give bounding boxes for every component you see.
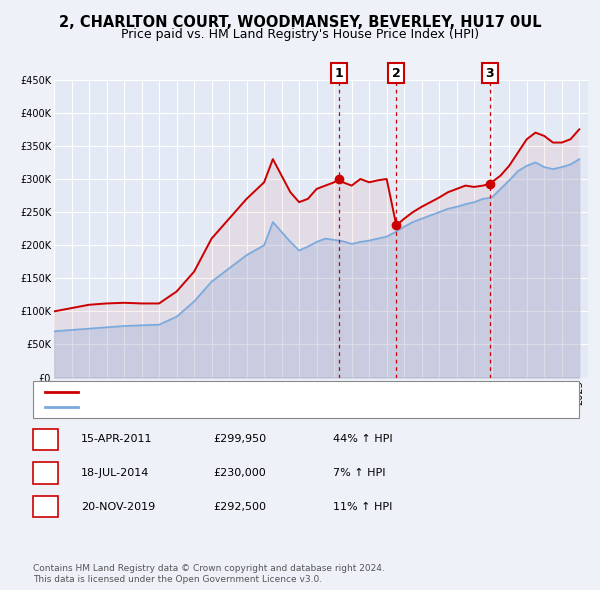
Text: 18-JUL-2014: 18-JUL-2014 [81, 468, 149, 478]
Text: 20-NOV-2019: 20-NOV-2019 [81, 502, 155, 512]
Text: 2: 2 [392, 67, 401, 80]
Text: 2: 2 [42, 468, 49, 478]
Text: 2, CHARLTON COURT, WOODMANSEY, BEVERLEY, HU17 0UL (detached house): 2, CHARLTON COURT, WOODMANSEY, BEVERLEY,… [85, 386, 520, 396]
Text: £299,950: £299,950 [213, 434, 266, 444]
Text: 1: 1 [42, 434, 49, 444]
Text: £292,500: £292,500 [213, 502, 266, 512]
Text: £230,000: £230,000 [213, 468, 266, 478]
Text: 2, CHARLTON COURT, WOODMANSEY, BEVERLEY, HU17 0UL: 2, CHARLTON COURT, WOODMANSEY, BEVERLEY,… [59, 15, 541, 30]
Text: 7% ↑ HPI: 7% ↑ HPI [333, 468, 386, 478]
Text: 11% ↑ HPI: 11% ↑ HPI [333, 502, 392, 512]
Text: Contains HM Land Registry data © Crown copyright and database right 2024.: Contains HM Land Registry data © Crown c… [33, 565, 385, 573]
Text: 44% ↑ HPI: 44% ↑ HPI [333, 434, 392, 444]
Text: 3: 3 [42, 502, 49, 512]
Text: Price paid vs. HM Land Registry's House Price Index (HPI): Price paid vs. HM Land Registry's House … [121, 28, 479, 41]
Text: 15-APR-2011: 15-APR-2011 [81, 434, 152, 444]
Text: 1: 1 [335, 67, 344, 80]
Text: HPI: Average price, detached house, East Riding of Yorkshire: HPI: Average price, detached house, East… [85, 402, 422, 412]
Text: This data is licensed under the Open Government Licence v3.0.: This data is licensed under the Open Gov… [33, 575, 322, 584]
Text: 3: 3 [485, 67, 494, 80]
